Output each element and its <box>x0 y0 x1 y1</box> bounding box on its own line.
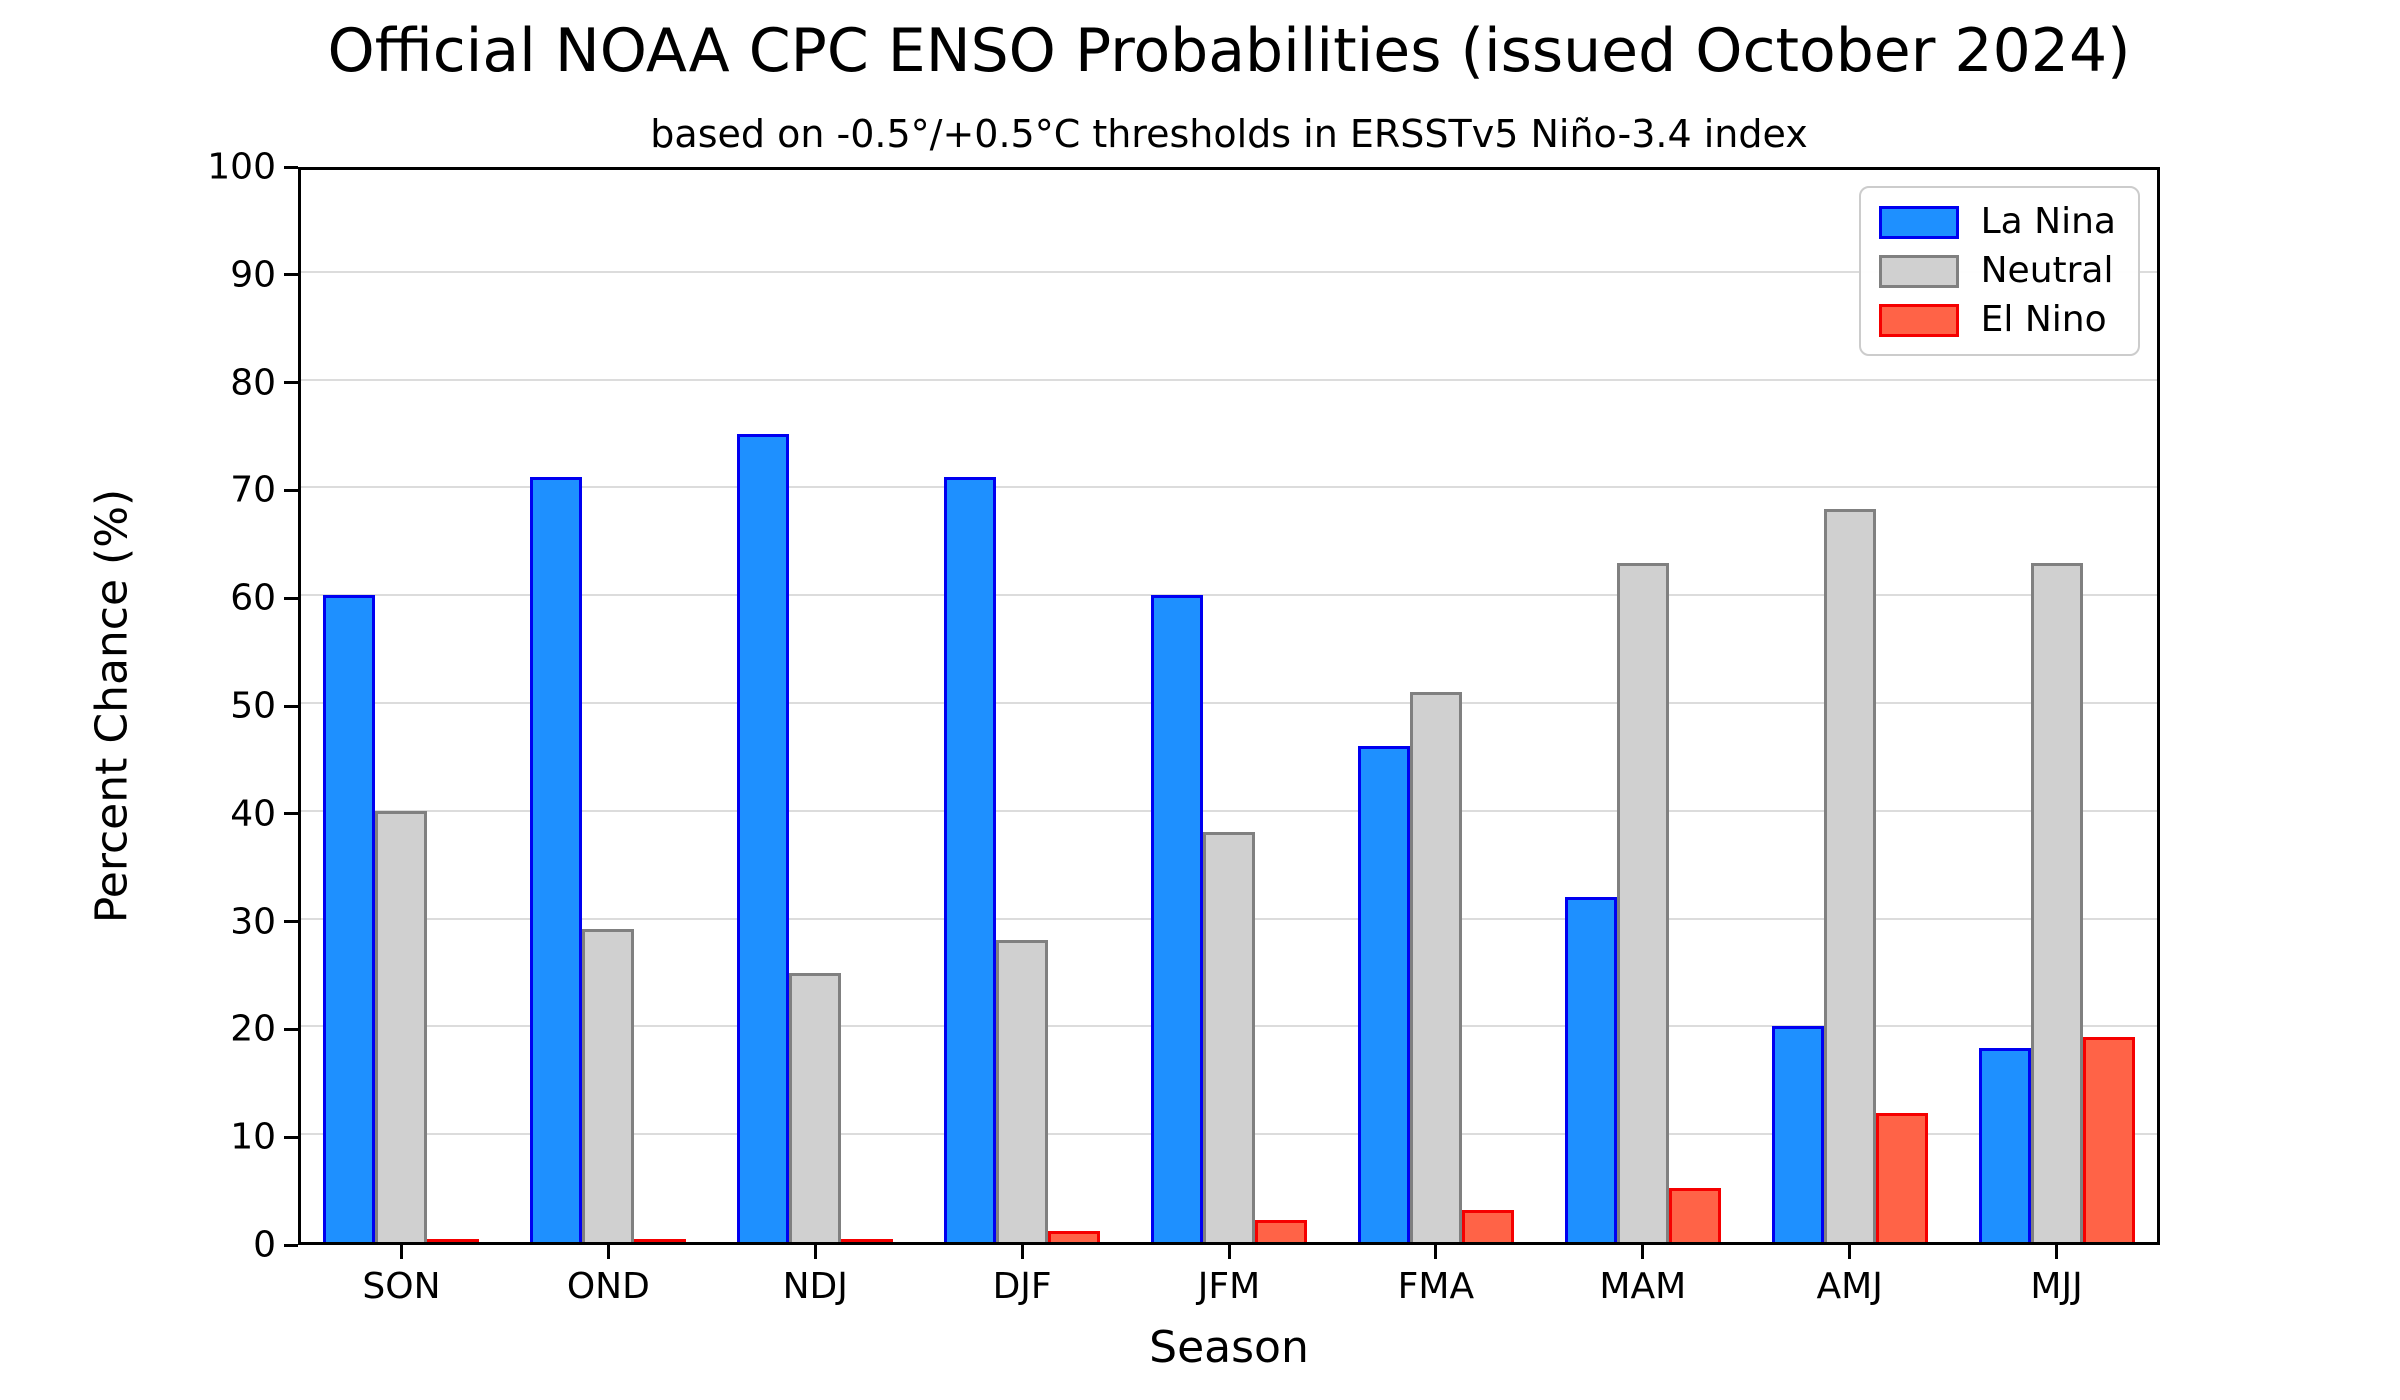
x-tick-label-MJJ: MJJ <box>2030 1266 2083 1307</box>
bar-neutral-AMJ <box>1823 508 1876 1242</box>
bar-neutral-FMA <box>1409 692 1462 1242</box>
bar-el-nino-MAM <box>1668 1188 1721 1242</box>
legend-item-el-nino: El Nino <box>1878 299 2116 340</box>
legend-swatch-neutral <box>1878 254 1959 288</box>
bar-la-nina-FMA <box>1357 746 1410 1242</box>
y-tick-mark-0 <box>284 1243 298 1247</box>
bar-el-nino-SON <box>427 1239 480 1242</box>
x-tick-label-NDJ: NDJ <box>782 1266 848 1307</box>
y-tick-mark-90 <box>284 273 298 277</box>
legend-label-neutral: Neutral <box>1980 250 2114 291</box>
bar-la-nina-NDJ <box>737 433 790 1242</box>
gridline-90 <box>301 270 2157 273</box>
y-tick-label-30: 30 <box>230 901 276 943</box>
y-tick-label-90: 90 <box>230 254 276 296</box>
x-tick-label-FMA: FMA <box>1397 1266 1475 1307</box>
bar-neutral-MJJ <box>2030 562 2083 1242</box>
bar-el-nino-MJJ <box>2082 1037 2135 1242</box>
y-axis-label: Percent Chance (%) <box>86 488 138 924</box>
bar-la-nina-OND <box>530 476 583 1242</box>
legend-item-neutral: Neutral <box>1878 250 2116 291</box>
legend-label-la-nina: La Nina <box>1980 201 2116 242</box>
y-tick-mark-100 <box>284 165 298 169</box>
gridline-70 <box>301 486 2157 489</box>
bar-neutral-SON <box>375 810 428 1242</box>
y-tick-mark-20 <box>284 1027 298 1031</box>
x-tick-mark-SON <box>399 1245 403 1259</box>
legend: La Nina Neutral El Nino <box>1858 186 2140 356</box>
y-tick-label-10: 10 <box>230 1116 276 1158</box>
x-tick-mark-MJJ <box>2055 1245 2059 1259</box>
y-tick-label-50: 50 <box>230 685 276 727</box>
x-tick-mark-JFM <box>1227 1245 1231 1259</box>
y-tick-label-20: 20 <box>230 1008 276 1050</box>
y-tick-label-0: 0 <box>253 1224 276 1266</box>
plot-area: La Nina Neutral El Nino <box>298 167 2160 1245</box>
y-tick-label-70: 70 <box>230 469 276 511</box>
y-tick-mark-30 <box>284 920 298 924</box>
x-tick-label-SON: SON <box>362 1266 441 1307</box>
x-tick-label-AMJ: AMJ <box>1816 1266 1883 1307</box>
bar-la-nina-MAM <box>1564 897 1617 1242</box>
x-tick-mark-AMJ <box>1848 1245 1852 1259</box>
chart-title: Official NOAA CPC ENSO Probabilities (is… <box>327 16 2131 86</box>
x-tick-mark-DJF <box>1020 1245 1024 1259</box>
gridline-80 <box>301 378 2157 381</box>
x-tick-mark-OND <box>606 1245 610 1259</box>
legend-swatch-el-nino <box>1878 303 1959 337</box>
x-tick-mark-NDJ <box>813 1245 817 1259</box>
bar-la-nina-SON <box>323 595 376 1242</box>
chart-subtitle: based on -0.5°/+0.5°C thresholds in ERSS… <box>650 112 1808 156</box>
y-tick-label-100: 100 <box>207 146 276 188</box>
y-tick-mark-10 <box>284 1135 298 1139</box>
bar-la-nina-AMJ <box>1771 1026 1824 1242</box>
bar-el-nino-DJF <box>1048 1231 1101 1242</box>
bar-neutral-MAM <box>1616 562 1669 1242</box>
legend-label-el-nino: El Nino <box>1980 299 2107 340</box>
bar-el-nino-JFM <box>1255 1220 1307 1242</box>
y-tick-mark-80 <box>284 381 298 385</box>
x-axis-label: Season <box>1149 1322 1309 1373</box>
gridline-60 <box>301 594 2157 597</box>
bar-el-nino-AMJ <box>1875 1112 1928 1242</box>
bar-el-nino-FMA <box>1461 1209 1514 1242</box>
x-tick-mark-FMA <box>1434 1245 1438 1259</box>
bar-la-nina-DJF <box>944 476 997 1242</box>
x-tick-label-JFM: JFM <box>1197 1266 1261 1307</box>
y-tick-mark-60 <box>284 596 298 600</box>
bar-la-nina-MJJ <box>1978 1047 2031 1242</box>
bar-neutral-DJF <box>996 940 1049 1242</box>
bar-neutral-JFM <box>1203 832 1255 1242</box>
x-tick-mark-MAM <box>1641 1245 1645 1259</box>
y-tick-label-60: 60 <box>230 577 276 619</box>
gridline-40 <box>301 809 2157 812</box>
x-tick-label-DJF: DJF <box>992 1266 1052 1307</box>
y-tick-label-40: 40 <box>230 793 276 835</box>
bar-neutral-OND <box>582 929 635 1242</box>
bar-el-nino-OND <box>634 1239 687 1242</box>
x-tick-label-OND: OND <box>566 1266 650 1307</box>
bar-la-nina-JFM <box>1151 595 1203 1242</box>
bar-el-nino-NDJ <box>841 1239 894 1242</box>
y-tick-mark-40 <box>284 812 298 816</box>
legend-item-la-nina: La Nina <box>1878 201 2116 242</box>
legend-swatch-la-nina <box>1878 205 1959 239</box>
y-tick-mark-70 <box>284 488 298 492</box>
x-tick-label-MAM: MAM <box>1599 1266 1687 1307</box>
y-tick-label-80: 80 <box>230 362 276 404</box>
gridline-50 <box>301 702 2157 704</box>
bar-neutral-NDJ <box>789 972 842 1242</box>
y-tick-mark-50 <box>284 704 298 708</box>
